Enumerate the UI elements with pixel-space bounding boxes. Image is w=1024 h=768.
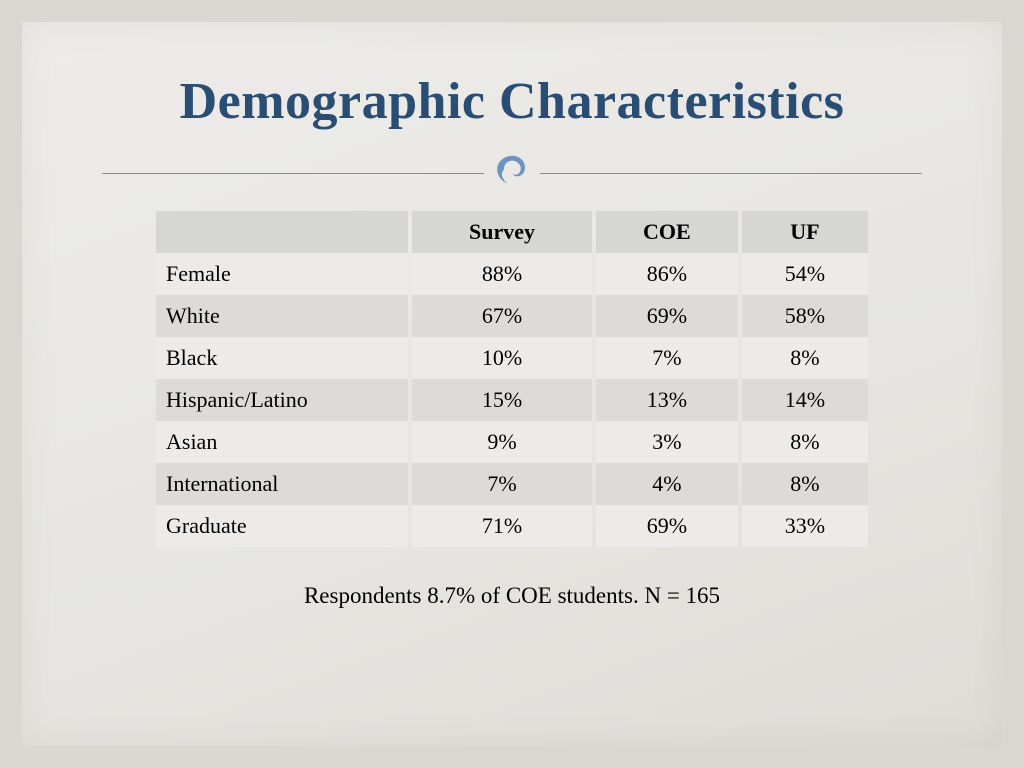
cell: 58%: [742, 295, 868, 337]
cell: 71%: [412, 505, 592, 547]
cell: 15%: [412, 379, 592, 421]
slide: Demographic Characteristics Survey COE U…: [22, 22, 1002, 746]
cell: 13%: [596, 379, 738, 421]
col-header: COE: [596, 211, 738, 253]
cell: 67%: [412, 295, 592, 337]
table-row: Asian 9% 3% 8%: [156, 421, 868, 463]
caption: Respondents 8.7% of COE students. N = 16…: [22, 583, 1002, 609]
cell: 69%: [596, 505, 738, 547]
cell: 7%: [412, 463, 592, 505]
cell: 86%: [596, 253, 738, 295]
cell: Asian: [156, 421, 408, 463]
table-row: Female 88% 86% 54%: [156, 253, 868, 295]
col-header: Survey: [412, 211, 592, 253]
cell: 3%: [596, 421, 738, 463]
cell: Black: [156, 337, 408, 379]
page-title: Demographic Characteristics: [22, 72, 1002, 131]
table-body: Female 88% 86% 54% White 67% 69% 58% Bla…: [156, 253, 868, 547]
cell: 9%: [412, 421, 592, 463]
table-row: Graduate 71% 69% 33%: [156, 505, 868, 547]
cell: Graduate: [156, 505, 408, 547]
table-row: Black 10% 7% 8%: [156, 337, 868, 379]
cell: International: [156, 463, 408, 505]
table-header-row: Survey COE UF: [156, 211, 868, 253]
table-row: International 7% 4% 8%: [156, 463, 868, 505]
col-header: [156, 211, 408, 253]
cell: 8%: [742, 463, 868, 505]
col-header: UF: [742, 211, 868, 253]
title-divider: [102, 153, 922, 193]
demographics-table: Survey COE UF Female 88% 86% 54% White 6…: [152, 211, 872, 547]
cell: 14%: [742, 379, 868, 421]
cell: 10%: [412, 337, 592, 379]
cell: 8%: [742, 421, 868, 463]
table-row: Hispanic/Latino 15% 13% 14%: [156, 379, 868, 421]
divider-line-left: [102, 173, 484, 174]
cell: 33%: [742, 505, 868, 547]
flourish-icon: [490, 150, 534, 197]
cell: 54%: [742, 253, 868, 295]
cell: 4%: [596, 463, 738, 505]
cell: 7%: [596, 337, 738, 379]
cell: 8%: [742, 337, 868, 379]
cell: Hispanic/Latino: [156, 379, 408, 421]
cell: 69%: [596, 295, 738, 337]
cell: 88%: [412, 253, 592, 295]
table-row: White 67% 69% 58%: [156, 295, 868, 337]
demographics-table-wrap: Survey COE UF Female 88% 86% 54% White 6…: [152, 211, 872, 547]
divider-line-right: [540, 173, 922, 174]
cell: Female: [156, 253, 408, 295]
cell: White: [156, 295, 408, 337]
